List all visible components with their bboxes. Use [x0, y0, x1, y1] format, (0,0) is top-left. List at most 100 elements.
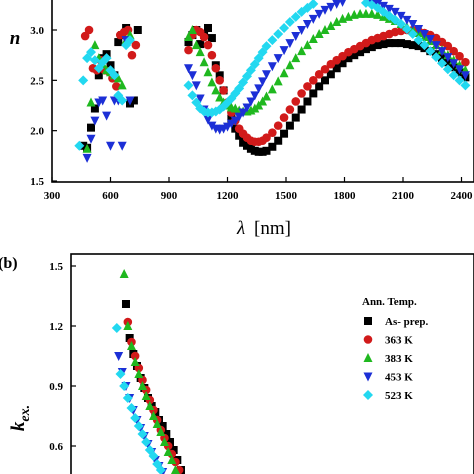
data-point [396, 18, 407, 29]
legend-title: Ann. Temp. [362, 296, 417, 308]
data-point [350, 51, 359, 60]
data-point [137, 429, 148, 439]
legend-label: 383 K [385, 353, 413, 365]
data-point [156, 427, 166, 436]
data-point [131, 40, 141, 50]
data-point [361, 8, 371, 18]
data-point [207, 34, 216, 43]
data-point [384, 4, 394, 14]
data-point [443, 58, 452, 67]
data-point [167, 455, 177, 464]
data-point [279, 22, 290, 33]
data-point [250, 103, 260, 113]
y-tick-label-b: 1.5 [49, 261, 63, 273]
legend-item: 363 K [363, 335, 413, 347]
data-point [170, 465, 180, 474]
data-point [262, 70, 271, 80]
data-point [290, 11, 301, 22]
data-point [122, 393, 133, 403]
data-point [195, 94, 205, 104]
data-point [111, 323, 122, 333]
data-point [367, 43, 376, 52]
data-point [141, 391, 151, 400]
data-point [169, 446, 178, 454]
data-point [338, 59, 347, 68]
data-point [94, 71, 103, 80]
data-point [90, 116, 100, 126]
data-point [114, 352, 124, 361]
data-point [302, 40, 312, 50]
data-point [148, 411, 158, 420]
data-point [414, 24, 424, 34]
data-point [284, 16, 295, 27]
data-point [130, 413, 141, 423]
data-point [106, 141, 115, 151]
data-point [238, 108, 248, 118]
data-point [285, 39, 295, 49]
data-point [332, 64, 341, 73]
data-point [314, 69, 324, 79]
data-point [199, 32, 209, 42]
data-point [309, 89, 318, 98]
y-axis-title-b: kex. [8, 405, 33, 431]
data-point [449, 59, 459, 69]
data-point [332, 16, 342, 26]
y-tick-label-b: 0.6 [49, 441, 63, 453]
data-point [355, 8, 365, 18]
data-point [413, 35, 424, 46]
data-point [285, 105, 295, 114]
data-point [130, 351, 140, 361]
data-point [145, 401, 155, 410]
data-point [184, 64, 193, 74]
y-axis-k: k [8, 421, 29, 431]
x-tick-label-a: 2100 [392, 190, 415, 202]
data-point [184, 45, 193, 55]
data-point [117, 95, 128, 106]
legend-marker [364, 317, 372, 325]
data-point [437, 58, 447, 69]
data-point [183, 80, 194, 91]
legend-marker [363, 335, 373, 344]
data-point [78, 75, 89, 86]
data-point [250, 91, 260, 101]
data-point [390, 7, 400, 17]
x-axis-title-a: λ [nm] [236, 218, 291, 239]
legend-label: 363 K [385, 335, 413, 347]
data-point [106, 61, 115, 70]
data-point [401, 23, 412, 34]
data-point [159, 437, 169, 446]
data-point [196, 40, 205, 49]
legend: Ann. Temp. As- prep. 363 K 383 K 453 K 523 K [362, 296, 428, 402]
data-point [314, 9, 324, 19]
data-point [309, 76, 318, 85]
legend-item: 453 K [363, 372, 413, 384]
data-point [419, 30, 429, 40]
data-point [215, 76, 224, 85]
data-point [219, 86, 228, 95]
plot-b-frame [70, 253, 474, 474]
data-point [119, 381, 130, 391]
data-point [119, 269, 129, 278]
data-point [297, 26, 307, 35]
data-point [344, 54, 353, 63]
data-point [125, 334, 134, 342]
data-point [308, 14, 318, 24]
data-point [102, 111, 112, 121]
data-point [203, 40, 213, 50]
data-point [195, 47, 205, 57]
data-point [339, 0, 346, 7]
data-point [425, 35, 435, 45]
data-point [291, 53, 301, 63]
data-point [315, 82, 324, 91]
x-tick-label-a: 1800 [334, 190, 357, 202]
data-point [215, 92, 225, 102]
data-point [455, 51, 464, 61]
data-point [187, 25, 197, 34]
data-point [303, 97, 312, 106]
data-point [267, 84, 277, 94]
series-b-0 [121, 300, 185, 474]
data-point [127, 50, 137, 60]
data-point [391, 39, 400, 48]
data-point [320, 5, 330, 15]
